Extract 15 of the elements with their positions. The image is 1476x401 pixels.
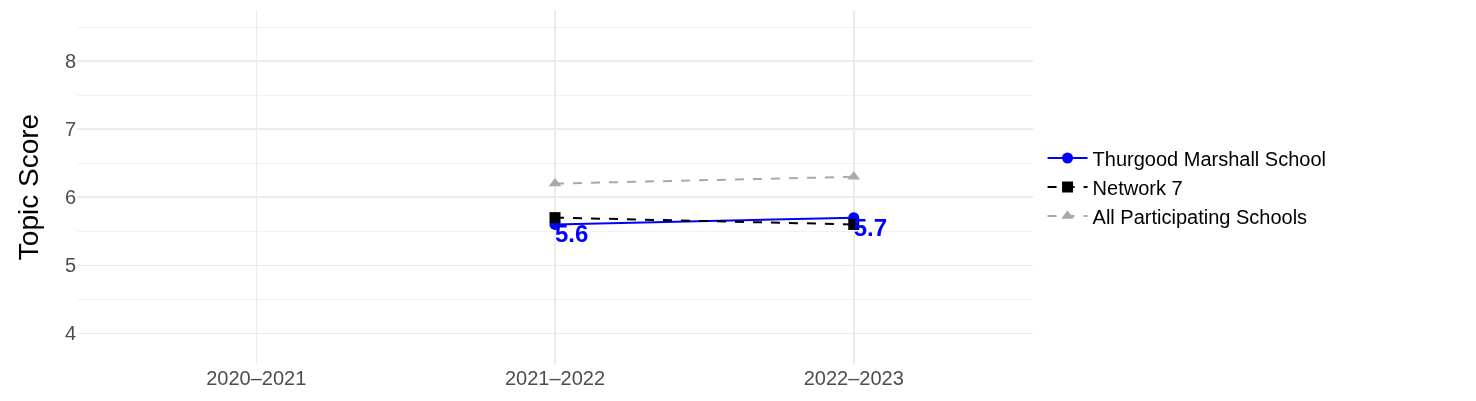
y-tick-label: 5 [64,254,76,277]
x-tick-label: 2020–2021 [206,367,307,389]
legend-label: Network 7 [1092,176,1183,199]
y-tick-label: 6 [64,186,76,209]
y-tick-label: 8 [64,50,76,73]
y-axis-title: Topic Score [12,113,44,261]
legend-label: All Participating Schools [1092,205,1308,228]
point [549,212,561,224]
data-label: 5.7 [853,213,888,241]
y-tick-label: 4 [64,322,76,345]
legend-label: Thurgood Marshall School [1092,147,1327,170]
x-tick-label: 2021–2022 [504,367,606,389]
y-tick-label: 7 [64,118,76,141]
x-tick-label: 2022–2023 [803,367,904,389]
data-label: 5.6 [555,220,589,248]
